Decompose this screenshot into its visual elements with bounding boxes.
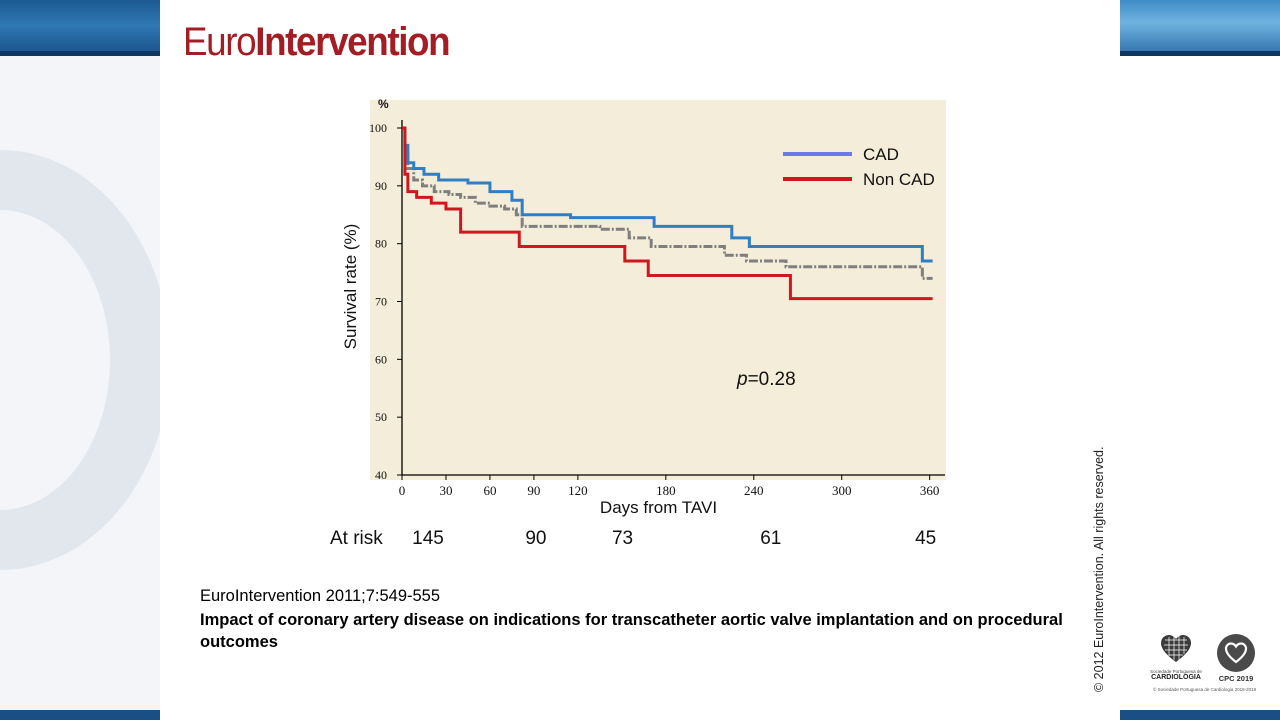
citation-source: EuroIntervention 2011;7:549-555 (200, 587, 441, 605)
cpc-circle-icon (1217, 634, 1255, 672)
x-tick-label: 360 (920, 483, 940, 498)
left-bottom-banner (0, 710, 160, 720)
article-title: Impact of coronary artery disease on ind… (200, 611, 1063, 651)
at-risk-value: 61 (760, 528, 781, 549)
x-tick-label: 60 (483, 483, 496, 498)
at-risk-value: 45 (915, 528, 936, 549)
at-risk-value: 90 (525, 528, 546, 549)
cpc-heart-icon (1224, 642, 1248, 664)
eurointervention-logo: EuroIntervention (183, 20, 451, 65)
y-tick-label: 80 (375, 237, 387, 251)
cpc-label: CPC 2019 (1218, 674, 1254, 683)
left-side-panel (0, 0, 160, 720)
right-bottom-banner (1120, 710, 1280, 720)
y-tick-label: 100 (369, 121, 387, 135)
plot-background (370, 100, 946, 480)
spc-small-text: Sociedade Portuguesa de (1150, 669, 1202, 674)
series-line-overall (402, 126, 933, 280)
y-tick-label: 40 (375, 468, 387, 482)
x-tick-label: 120 (568, 483, 588, 498)
y-tick-label: 50 (375, 410, 387, 424)
spc-name: CARDIOLOGIA (1151, 674, 1201, 681)
y-axis-title: Survival rate (%) (341, 224, 360, 350)
heart-grid-icon (1161, 635, 1191, 662)
logo-text-intervention: Intervention (255, 20, 450, 64)
at-risk-value: 145 (412, 528, 444, 549)
right-side-panel (1120, 0, 1280, 720)
cpc-logo: CPC 2019 (1214, 634, 1258, 683)
footer-logos: Sociedade Portuguesa de CARDIOLOGIA CPC … (1150, 632, 1260, 692)
x-tick-label: 30 (439, 483, 452, 498)
survival-chart: 40 50 60 70 80 90 100% 0 30 60 90 120 180 240 300 360 Da… (330, 97, 946, 549)
p-value-annotation: p=0.28 (736, 369, 796, 390)
x-tick-label: 240 (744, 483, 764, 498)
spc-footnote: © Sociedade Portuguesa de Cardiologia 20… (1153, 687, 1257, 692)
y-unit-label: % (378, 97, 389, 111)
legend-label: Non CAD (863, 170, 935, 189)
logo-text-euro: Euro (183, 20, 257, 64)
x-tick-label: 180 (656, 483, 676, 498)
y-tick-label: 90 (375, 179, 387, 193)
y-tick-label: 70 (375, 295, 387, 309)
series-line-cad (402, 126, 933, 263)
x-tick-label: 300 (832, 483, 852, 498)
series-line-non-cad (402, 126, 933, 301)
x-axis-title: Days from TAVI (600, 498, 717, 517)
spc-logo: Sociedade Portuguesa de CARDIOLOGIA (1150, 634, 1202, 688)
at-risk-label: At risk (330, 528, 383, 549)
left-top-banner (0, 0, 160, 56)
right-top-banner (1120, 0, 1280, 56)
x-tick-label: 0 (399, 483, 406, 498)
copyright-notice: © 2012 EuroIntervention. All rights rese… (1092, 446, 1106, 692)
y-tick-label: 60 (375, 352, 387, 366)
legend-label: CAD (863, 145, 899, 164)
left-background-swirl (0, 150, 160, 570)
x-tick-label: 90 (527, 483, 540, 498)
at-risk-value: 73 (612, 528, 633, 549)
